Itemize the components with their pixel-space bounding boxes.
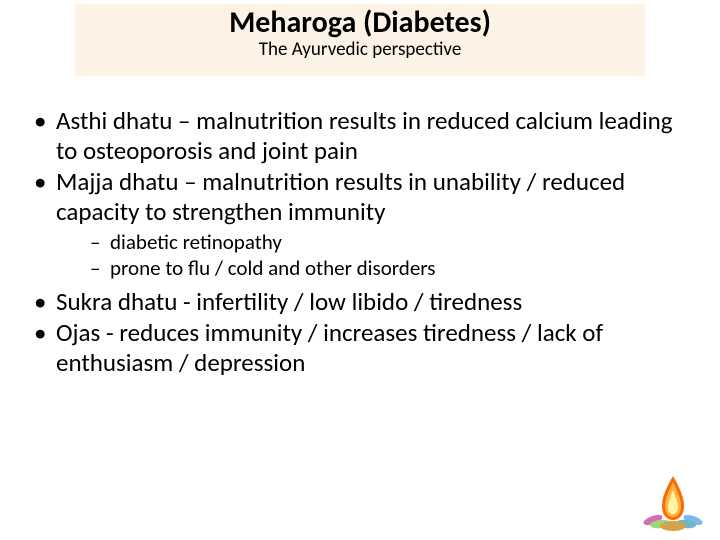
logo-icon [638,470,708,532]
bullet-item: Asthi dhatu – malnutrition results in re… [28,106,692,165]
sub-bullet-text: prone to flu / cold and other disorders [110,255,435,281]
bullet-item: Sukra dhatu - infertility / low libido /… [28,287,692,317]
sub-bullet-list: diabetic retinopathy prone to flu / cold… [56,230,692,281]
sub-bullet-item: prone to flu / cold and other disorders [56,256,692,281]
title-main: Meharoga (Diabetes) [75,6,645,41]
bullet-item: Majja dhatu – malnutrition results in un… [28,167,692,281]
bullet-text: Sukra dhatu - infertility / low libido /… [56,286,522,317]
bullet-text: Majja dhatu – malnutrition results in un… [56,166,625,227]
bullet-text: Asthi dhatu – malnutrition results in re… [56,105,673,166]
title-band: Meharoga (Diabetes) The Ayurvedic perspe… [75,4,645,76]
bullet-item: Ojas - reduces immunity / increases tire… [28,318,692,377]
slide: Meharoga (Diabetes) The Ayurvedic perspe… [0,0,720,540]
sub-bullet-item: diabetic retinopathy [56,230,692,255]
body-content: Asthi dhatu – malnutrition results in re… [28,106,692,379]
title-subtitle: The Ayurvedic perspective [75,39,645,61]
bullet-text: Ojas - reduces immunity / increases tire… [56,317,603,378]
bullet-list: Asthi dhatu – malnutrition results in re… [28,106,692,377]
sub-bullet-text: diabetic retinopathy [110,229,282,255]
